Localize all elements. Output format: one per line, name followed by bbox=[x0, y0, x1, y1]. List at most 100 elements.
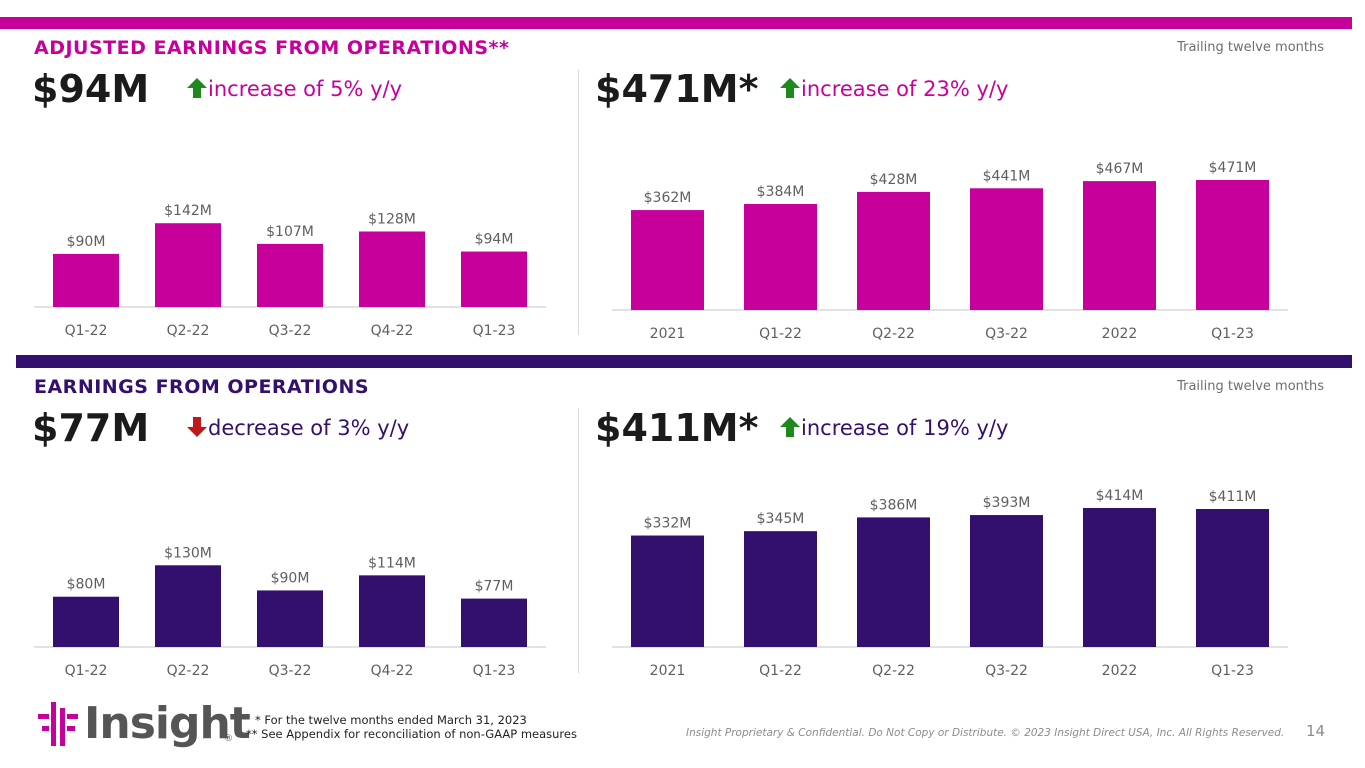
arrow-up-icon bbox=[780, 417, 800, 437]
bar-Q3-22 bbox=[257, 590, 323, 647]
big-value-earnings-ttm: $411M* bbox=[595, 406, 759, 450]
data-label: $90M bbox=[67, 234, 106, 250]
change-adjusted-ttm: increase of 23% y/y bbox=[779, 77, 1008, 100]
bar-Q1-22 bbox=[53, 253, 119, 307]
trailing-label-adjusted: Trailing twelve months bbox=[1177, 40, 1324, 55]
data-label: $441M bbox=[983, 168, 1031, 184]
section-divider-bar bbox=[16, 355, 1352, 368]
arrow-up-icon bbox=[187, 78, 207, 98]
tick-label: Q1-23 bbox=[473, 323, 516, 339]
data-label: $107M bbox=[266, 224, 314, 240]
chart-adjusted-quarterly: $90M Q1-22 $142M Q2-22 $107M Q3-22 $128M Q4-22 $… bbox=[34, 203, 546, 339]
bar-Q1-23 bbox=[461, 598, 527, 647]
top-accent-bar bbox=[0, 17, 1352, 29]
data-label: $332M bbox=[644, 516, 692, 532]
tick-label: Q1-22 bbox=[65, 663, 108, 679]
change-earnings-quarter: decrease of 3% y/y bbox=[186, 416, 409, 439]
legal-notice: Insight Proprietary & Confidential. Do N… bbox=[686, 727, 1285, 739]
tick-label: Q1-23 bbox=[1211, 663, 1254, 679]
data-label: $362M bbox=[644, 190, 692, 206]
insight-logo-mark-icon bbox=[38, 702, 78, 746]
data-label: $128M bbox=[368, 211, 416, 227]
trailing-label-earnings: Trailing twelve months bbox=[1177, 379, 1324, 394]
tick-label: Q3-22 bbox=[269, 663, 312, 679]
vertical-divider bbox=[578, 408, 579, 673]
tick-label: 2022 bbox=[1102, 326, 1138, 342]
tick-label: Q1-23 bbox=[473, 663, 516, 679]
logo-wordmark: Insight bbox=[84, 698, 251, 749]
insight-logo: Insight ® bbox=[38, 700, 251, 752]
section-heading-adjusted: ADJUSTED EARNINGS FROM OPERATIONS** bbox=[34, 37, 510, 59]
tick-label: 2022 bbox=[1102, 663, 1138, 679]
data-label: $467M bbox=[1096, 161, 1144, 177]
data-label: $386M bbox=[870, 497, 918, 513]
vertical-divider bbox=[578, 70, 579, 335]
tick-label: Q4-22 bbox=[371, 323, 414, 339]
chart-earnings-ttm: $332M 2021 $345M Q1-22 $386M Q2-22 $393M Q3-22 $… bbox=[612, 488, 1288, 679]
data-label: $77M bbox=[475, 579, 514, 595]
tick-label: Q4-22 bbox=[371, 663, 414, 679]
bar-Q4-22 bbox=[359, 575, 425, 647]
tick-label: Q2-22 bbox=[872, 663, 915, 679]
data-label: $411M bbox=[1209, 489, 1257, 505]
tick-label: Q3-22 bbox=[985, 663, 1028, 679]
change-text: increase of 19% y/y bbox=[801, 416, 1009, 440]
bar-Q3-22 bbox=[257, 243, 323, 307]
bar-2021 bbox=[631, 210, 704, 310]
data-label: $142M bbox=[164, 203, 212, 219]
change-text: increase of 23% y/y bbox=[801, 77, 1009, 101]
data-label: $90M bbox=[271, 570, 310, 586]
tick-label: Q1-23 bbox=[1211, 326, 1254, 342]
footnote-twelve-months: * For the twelve months ended March 31, … bbox=[255, 713, 527, 727]
bar-2021 bbox=[631, 535, 704, 647]
chart-earnings-quarterly: $80M Q1-22 $130M Q2-22 $90M Q3-22 $114M Q4-22 $7… bbox=[34, 545, 546, 679]
data-label: $114M bbox=[368, 555, 416, 571]
data-label: $414M bbox=[1096, 488, 1144, 504]
change-text: increase of 5% y/y bbox=[208, 77, 403, 101]
data-label: $80M bbox=[67, 577, 106, 593]
bar-Q1-22 bbox=[744, 204, 817, 310]
bar-Q1-22 bbox=[53, 596, 119, 647]
data-label: $384M bbox=[757, 184, 805, 200]
bar-Q4-22 bbox=[359, 231, 425, 307]
bar-2022 bbox=[1083, 181, 1156, 310]
chart-adjusted-ttm: $362M 2021 $384M Q1-22 $428M Q2-22 $441M Q3-22 $… bbox=[612, 160, 1288, 342]
data-label: $471M bbox=[1209, 160, 1257, 176]
change-adjusted-quarter: increase of 5% y/y bbox=[186, 77, 402, 100]
bar-Q1-23 bbox=[461, 251, 527, 307]
page-number: 14 bbox=[1306, 722, 1326, 740]
bar-Q2-22 bbox=[857, 191, 930, 310]
footnote-appendix: ** See Appendix for reconciliation of no… bbox=[246, 727, 577, 741]
bar-Q2-22 bbox=[857, 517, 930, 647]
tick-label: Q2-22 bbox=[167, 663, 210, 679]
tick-label: Q1-22 bbox=[759, 326, 802, 342]
change-earnings-ttm: increase of 19% y/y bbox=[779, 416, 1008, 439]
bar-Q1-23 bbox=[1196, 180, 1269, 310]
tick-label: 2021 bbox=[650, 663, 686, 679]
tick-label: Q3-22 bbox=[269, 323, 312, 339]
data-label: $393M bbox=[983, 495, 1031, 511]
big-value-adjusted-ttm: $471M* bbox=[595, 67, 759, 111]
data-label: $345M bbox=[757, 511, 805, 527]
tick-label: Q1-22 bbox=[759, 663, 802, 679]
tick-label: 2021 bbox=[650, 326, 686, 342]
arrow-down-icon bbox=[187, 417, 207, 437]
tick-label: Q1-22 bbox=[65, 323, 108, 339]
big-value-adjusted-quarter: $94M bbox=[32, 67, 150, 111]
bar-Q3-22 bbox=[970, 515, 1043, 647]
bar-Q2-22 bbox=[155, 565, 221, 647]
bar-Q1-23 bbox=[1196, 509, 1269, 647]
arrow-up-icon bbox=[780, 78, 800, 98]
big-value-earnings-quarter: $77M bbox=[32, 406, 150, 450]
section-heading-earnings: EARNINGS FROM OPERATIONS bbox=[34, 376, 370, 398]
bar-Q1-22 bbox=[744, 531, 817, 647]
bar-Q3-22 bbox=[970, 188, 1043, 310]
change-text: decrease of 3% y/y bbox=[208, 416, 410, 440]
bar-2022 bbox=[1083, 508, 1156, 647]
logo-registered-mark: ® bbox=[224, 734, 233, 744]
tick-label: Q3-22 bbox=[985, 326, 1028, 342]
bar-Q2-22 bbox=[155, 223, 221, 307]
tick-label: Q2-22 bbox=[872, 326, 915, 342]
data-label: $94M bbox=[475, 232, 514, 248]
data-label: $130M bbox=[164, 545, 212, 561]
